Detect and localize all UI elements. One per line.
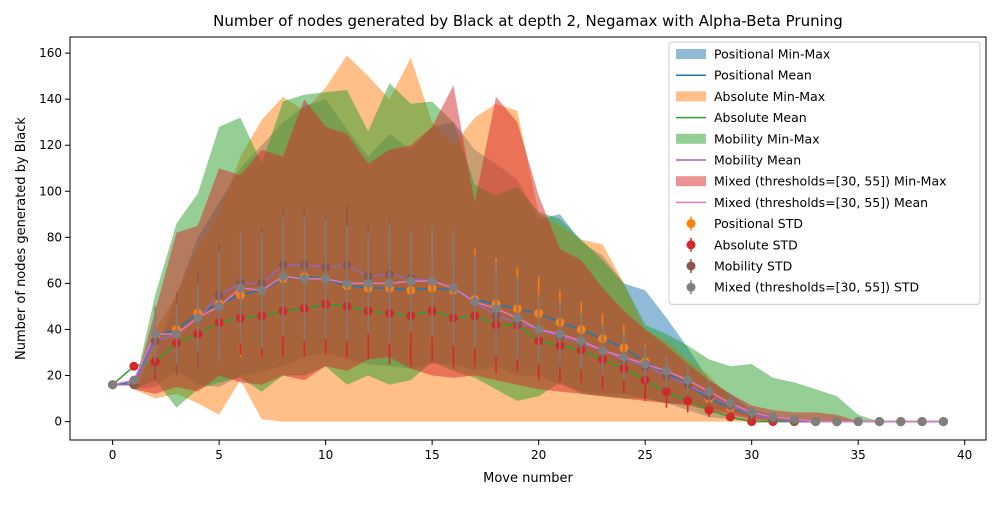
mixed-thresholds-30-55-mean-line [112, 275, 944, 423]
x-tick-label: 40 [957, 448, 972, 462]
absolute-std-point [129, 361, 139, 371]
mixed-thresholds-30-55-std-point [406, 276, 416, 286]
mixed-thresholds-30-55-std-point [555, 329, 565, 339]
legend-label: Mixed (thresholds=[30, 55]) Mean [714, 195, 928, 210]
mixed-thresholds-30-55-std-point [427, 276, 437, 286]
mixed-thresholds-30-55-min-max-band [112, 85, 944, 422]
y-tick-label: 40 [47, 322, 62, 336]
legend-swatch [676, 176, 706, 187]
mixed-thresholds-30-55-std-point [853, 417, 863, 427]
legend-label: Mixed (thresholds=[30, 55]) STD [714, 280, 919, 295]
mixed-thresholds-30-55-std-point [747, 407, 757, 417]
mixed-thresholds-30-55-std-point [193, 313, 203, 323]
absolute-std-point [725, 412, 735, 422]
legend-swatch [686, 240, 696, 250]
legend: Positional Min-Max Positional Mean Absolut… [668, 41, 981, 305]
x-tick-label: 5 [215, 448, 223, 462]
x-tick-label: 15 [424, 448, 439, 462]
mean-lines [112, 264, 944, 423]
x-tick-label: 30 [744, 448, 759, 462]
legend-label: Mixed (thresholds=[30, 55]) Min-Max [714, 174, 947, 189]
mixed-thresholds-30-55-std-point [150, 329, 160, 339]
mixed-thresholds-30-55-std-point [257, 285, 267, 295]
y-tick-label: 80 [47, 230, 62, 244]
legend-label: Absolute STD [714, 237, 798, 252]
legend-swatch [676, 49, 706, 59]
x-tick-label: 35 [851, 448, 866, 462]
x-tick-label: 10 [318, 448, 333, 462]
mobility-mean-line [112, 264, 944, 423]
legend-swatch [686, 282, 696, 292]
mixed-thresholds-30-55-std-point [917, 417, 927, 427]
mixed-thresholds-30-55-std-point [938, 417, 948, 427]
mixed-thresholds-30-55-std-point [129, 375, 139, 385]
y-tick-label: 60 [47, 276, 62, 290]
mixed-thresholds-30-55-std-point [811, 417, 821, 427]
mixed-thresholds-30-55-std-point [321, 274, 331, 284]
y-tick-label: 0 [54, 415, 62, 429]
mixed-thresholds-30-55-std-point [172, 329, 182, 339]
mixed-thresholds-30-55-std-point [235, 283, 245, 293]
absolute-std-point [704, 405, 714, 415]
mixed-thresholds-30-55-std-point [363, 278, 373, 288]
x-tick-label: 25 [638, 448, 653, 462]
mixed-thresholds-30-55-std-point [640, 359, 650, 369]
legend-label: Absolute Mean [714, 110, 807, 125]
legend-swatch [676, 91, 706, 102]
mixed-thresholds-30-55-std-point [661, 366, 671, 376]
mixed-thresholds-30-55-std-point [619, 352, 629, 362]
mixed-thresholds-30-55-std-point [789, 414, 799, 424]
legend-label: Positional STD [714, 216, 803, 231]
y-tick-label: 140 [39, 92, 62, 106]
legend-label: Positional Mean [714, 68, 812, 83]
x-axis-label: Move number [483, 471, 573, 486]
legend-label: Mobility Mean [714, 153, 801, 168]
y-tick-label: 100 [39, 184, 62, 198]
mixed-thresholds-30-55-std-point [108, 380, 118, 390]
legend-label: Mobility STD [714, 259, 792, 274]
legend-label: Mobility Min-Max [714, 131, 820, 146]
mixed-thresholds-30-55-std-point [683, 375, 693, 385]
absolute-std-point [683, 396, 693, 406]
mixed-thresholds-30-55-std-point [896, 417, 906, 427]
mixed-thresholds-30-55-std-point [342, 278, 352, 288]
y-tick-label: 120 [39, 138, 62, 152]
legend-box [668, 41, 981, 305]
chart-title: Number of nodes generated by Black at de… [213, 12, 843, 30]
mixed-thresholds-30-55-std-point [598, 345, 608, 355]
mixed-thresholds-30-55-std-point [576, 336, 586, 346]
mixed-thresholds-30-55-std-point [725, 398, 735, 408]
plot-frame [69, 36, 987, 441]
mixed-thresholds-30-55-std-point [512, 313, 522, 323]
y-axis-label: Number of nodes generated by Black [14, 117, 29, 360]
mixed-thresholds-30-55-std-point [299, 274, 309, 284]
min-max-bands [112, 55, 944, 422]
legend-swatch [676, 133, 706, 144]
mixed-thresholds-30-55-std-point [214, 301, 224, 311]
mixed-thresholds-30-55-std-point [832, 417, 842, 427]
y-tick-label: 160 [39, 46, 62, 60]
mixed-thresholds-30-55-std-point [448, 283, 458, 293]
x-tick-label: 20 [531, 448, 546, 462]
mixed-thresholds-30-55-std-point [768, 412, 778, 422]
absolute-std-point [747, 417, 757, 427]
mixed-thresholds-30-55-std-point [874, 417, 884, 427]
legend-label: Positional Min-Max [714, 47, 830, 62]
mixed-thresholds-30-55-std-point [470, 297, 480, 307]
x-tick-label: 0 [109, 448, 117, 462]
mixed-thresholds-30-55-std-point [385, 278, 395, 288]
legend-swatch [686, 219, 696, 229]
legend-label: Absolute Min-Max [714, 89, 825, 104]
std-errorbars [108, 205, 948, 427]
mixed-thresholds-30-55-std-point [534, 324, 544, 334]
mixed-thresholds-30-55-std-point [491, 304, 501, 314]
mixed-thresholds-30-55-std-point [278, 271, 288, 281]
legend-swatch [686, 261, 696, 271]
y-tick-label: 20 [47, 369, 62, 383]
y-axis-ticks: 0 20 40 60 80 100 120 140 160 [39, 46, 70, 429]
x-axis-ticks: 0 5 10 15 20 25 30 35 40 [109, 440, 972, 462]
mixed-thresholds-30-55-std-point [704, 387, 714, 397]
